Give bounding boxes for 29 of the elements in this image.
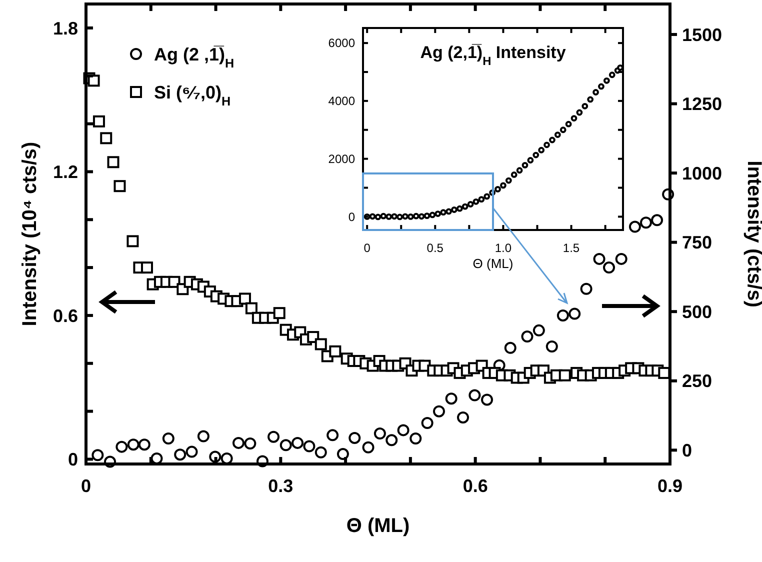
y2-tick-label: 250 [682, 371, 712, 392]
x-tick-label: 0 [364, 241, 371, 255]
y2-tick-label: 1250 [682, 94, 722, 114]
legend-label: Si (⁶⁄₇,0)$_{H}$ [154, 82, 231, 108]
y-tick-label: 1.2 [52, 162, 78, 182]
x-tick-label: 0.5 [426, 241, 444, 255]
y-tick-label: 1.8 [52, 18, 78, 38]
y2-tick-label: 1500 [682, 24, 722, 45]
x-tick-label: 0.9 [657, 476, 683, 496]
y-tick-label: 2000 [328, 152, 356, 166]
text: Ag (2,1̅)$_{H}$ Intensity [420, 43, 566, 68]
y-tick-label: 0 [68, 450, 78, 470]
y-tick-label: 6000 [328, 36, 356, 50]
x-tick-label: 0.3 [268, 476, 294, 496]
y2-tick-label: 500 [682, 302, 712, 322]
legend-label: Ag (2 ,1̅)$_{H}$ [154, 44, 234, 70]
y-tick-label: 4000 [328, 94, 356, 108]
x-tick-label: 0.6 [462, 476, 488, 496]
y-axis-title: Intensity (10⁴ cts/s) [19, 142, 41, 326]
y-tick-label: 0.6 [52, 306, 78, 326]
y-tick-label: 0 [348, 210, 356, 224]
y2-tick-label: 1000 [682, 163, 722, 184]
x-axis-title: Θ (ML) [472, 256, 514, 271]
y2-tick-label: 0 [682, 440, 692, 460]
x-tick-label: 1.0 [494, 241, 512, 255]
y2-tick-label: 750 [682, 232, 712, 253]
x-tick-label: 1.5 [562, 241, 580, 255]
x-axis-title: Θ (ML) [346, 515, 410, 537]
x-tick-label: 0 [80, 476, 92, 496]
